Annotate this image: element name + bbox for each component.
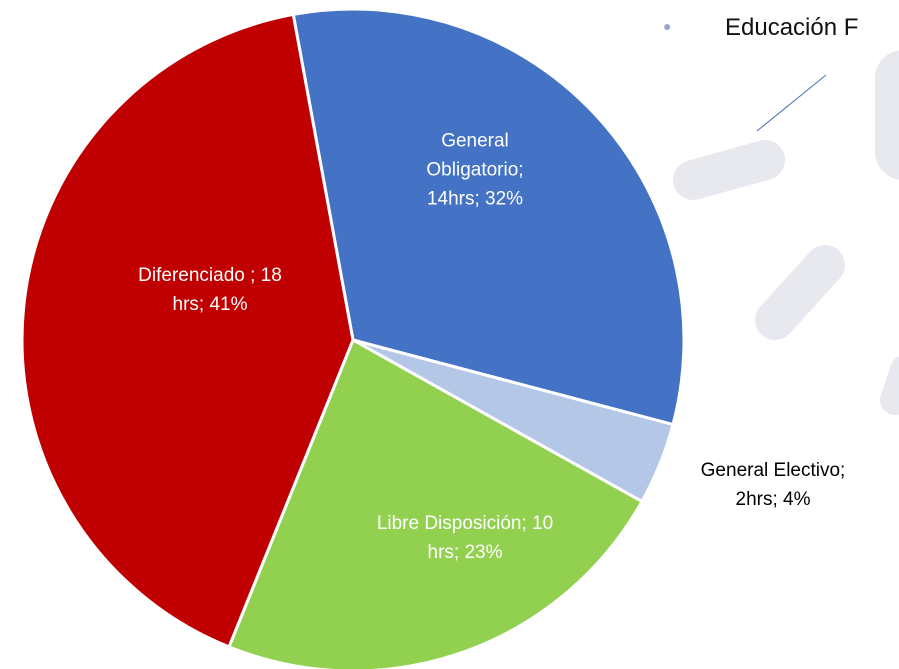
annotation: Educación F — [725, 14, 859, 41]
slice-label: General Electivo; 2hrs; 4% — [700, 460, 846, 510]
deco-stroke — [673, 140, 785, 200]
deco-stroke — [880, 356, 899, 415]
bullet: ● — [663, 18, 672, 34]
pie-slice — [227, 338, 644, 669]
pie — [20, 7, 686, 669]
connector-line — [756, 74, 827, 132]
pie-slice — [291, 7, 686, 427]
slice-label: Libre Disposición; 10 hrs; 23% — [376, 513, 554, 563]
slice-label: General Obligatorio; 14hrs; 32% — [426, 130, 524, 210]
deco-stroke — [755, 245, 845, 340]
pie-slice — [20, 12, 355, 649]
background-decoration — [673, 50, 899, 415]
slice-label: Diferenciado ; 18 hrs; 41% — [138, 265, 282, 315]
deco-block — [875, 50, 899, 180]
